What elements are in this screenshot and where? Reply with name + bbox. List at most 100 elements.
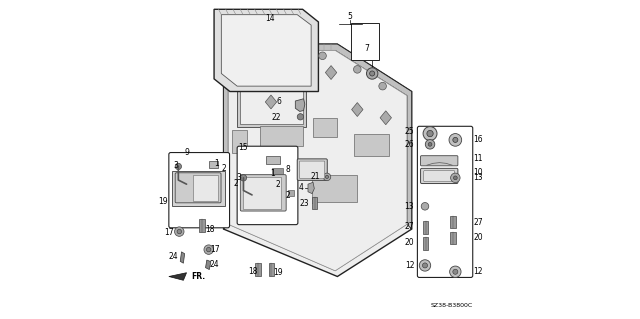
Text: 12: 12 bbox=[404, 261, 414, 270]
Polygon shape bbox=[232, 130, 246, 152]
FancyBboxPatch shape bbox=[424, 171, 454, 182]
Text: 19: 19 bbox=[273, 268, 283, 277]
Polygon shape bbox=[243, 177, 282, 209]
Text: 26: 26 bbox=[404, 140, 414, 149]
Polygon shape bbox=[237, 58, 306, 127]
Polygon shape bbox=[199, 219, 205, 232]
Polygon shape bbox=[255, 263, 260, 276]
Circle shape bbox=[367, 68, 378, 79]
Circle shape bbox=[449, 134, 461, 146]
FancyBboxPatch shape bbox=[300, 161, 324, 178]
Polygon shape bbox=[295, 99, 305, 111]
Polygon shape bbox=[266, 156, 280, 164]
FancyBboxPatch shape bbox=[237, 146, 298, 225]
Circle shape bbox=[419, 260, 431, 271]
Polygon shape bbox=[269, 263, 274, 276]
Circle shape bbox=[423, 127, 437, 141]
Circle shape bbox=[427, 130, 433, 137]
Polygon shape bbox=[260, 126, 303, 146]
Circle shape bbox=[453, 137, 458, 142]
Text: 2: 2 bbox=[222, 165, 227, 174]
Circle shape bbox=[177, 229, 182, 234]
Circle shape bbox=[204, 245, 213, 254]
Circle shape bbox=[421, 203, 429, 210]
Circle shape bbox=[292, 51, 300, 58]
Text: 24: 24 bbox=[169, 252, 179, 261]
Polygon shape bbox=[325, 66, 337, 79]
Polygon shape bbox=[423, 237, 428, 250]
Circle shape bbox=[175, 227, 184, 236]
Text: 11: 11 bbox=[473, 154, 483, 163]
Circle shape bbox=[450, 266, 461, 278]
Circle shape bbox=[240, 175, 246, 181]
FancyBboxPatch shape bbox=[240, 175, 286, 211]
Text: 18: 18 bbox=[205, 225, 215, 234]
Polygon shape bbox=[451, 216, 456, 228]
Text: 27: 27 bbox=[473, 218, 483, 226]
Text: 12: 12 bbox=[473, 267, 483, 276]
Text: 16: 16 bbox=[473, 135, 483, 145]
Polygon shape bbox=[240, 61, 303, 124]
Polygon shape bbox=[272, 168, 283, 174]
Polygon shape bbox=[312, 175, 357, 202]
Polygon shape bbox=[228, 50, 407, 271]
Polygon shape bbox=[354, 134, 389, 156]
Polygon shape bbox=[172, 171, 225, 206]
Text: 15: 15 bbox=[238, 143, 248, 152]
FancyBboxPatch shape bbox=[175, 173, 221, 203]
Circle shape bbox=[175, 163, 182, 170]
Text: SZ38-B3800C: SZ38-B3800C bbox=[431, 303, 474, 308]
Polygon shape bbox=[451, 232, 456, 244]
Text: 21: 21 bbox=[310, 172, 320, 182]
Circle shape bbox=[428, 142, 432, 146]
Circle shape bbox=[297, 114, 303, 120]
FancyBboxPatch shape bbox=[420, 156, 458, 166]
Text: 13: 13 bbox=[473, 173, 483, 182]
Polygon shape bbox=[288, 189, 294, 196]
Polygon shape bbox=[380, 111, 392, 125]
Circle shape bbox=[319, 52, 326, 60]
Text: 2: 2 bbox=[286, 191, 291, 200]
Text: 22: 22 bbox=[272, 113, 282, 122]
FancyBboxPatch shape bbox=[417, 126, 473, 278]
Circle shape bbox=[379, 82, 387, 90]
Text: 25: 25 bbox=[404, 127, 414, 136]
Text: 9: 9 bbox=[185, 148, 189, 157]
Circle shape bbox=[325, 175, 328, 178]
Text: 27: 27 bbox=[404, 222, 414, 231]
Circle shape bbox=[207, 248, 211, 252]
Text: 17: 17 bbox=[164, 228, 174, 237]
Text: 3: 3 bbox=[173, 161, 178, 170]
Circle shape bbox=[323, 173, 331, 181]
Text: 20: 20 bbox=[473, 234, 483, 242]
Text: 18: 18 bbox=[248, 267, 257, 276]
Text: 1: 1 bbox=[270, 169, 275, 178]
Circle shape bbox=[454, 176, 457, 180]
Polygon shape bbox=[228, 50, 407, 271]
Text: 2: 2 bbox=[233, 179, 238, 188]
Polygon shape bbox=[193, 175, 218, 201]
Polygon shape bbox=[205, 260, 211, 270]
Circle shape bbox=[453, 269, 458, 274]
Text: 5: 5 bbox=[348, 12, 353, 21]
Text: 8: 8 bbox=[285, 165, 290, 174]
Text: 4: 4 bbox=[299, 183, 303, 192]
Text: 20: 20 bbox=[404, 238, 414, 247]
Polygon shape bbox=[169, 273, 186, 280]
Text: 19: 19 bbox=[158, 197, 168, 206]
Polygon shape bbox=[223, 44, 412, 277]
Circle shape bbox=[451, 173, 460, 182]
Circle shape bbox=[422, 263, 428, 268]
Text: 23: 23 bbox=[300, 199, 309, 208]
Text: 10: 10 bbox=[473, 168, 483, 177]
Text: 13: 13 bbox=[404, 202, 414, 211]
Circle shape bbox=[239, 66, 247, 73]
Polygon shape bbox=[351, 103, 363, 116]
Polygon shape bbox=[423, 221, 428, 234]
Text: 14: 14 bbox=[266, 14, 275, 23]
Circle shape bbox=[370, 71, 374, 76]
Polygon shape bbox=[312, 197, 317, 210]
Text: 7: 7 bbox=[364, 44, 369, 53]
Polygon shape bbox=[223, 44, 412, 229]
Circle shape bbox=[426, 140, 435, 149]
